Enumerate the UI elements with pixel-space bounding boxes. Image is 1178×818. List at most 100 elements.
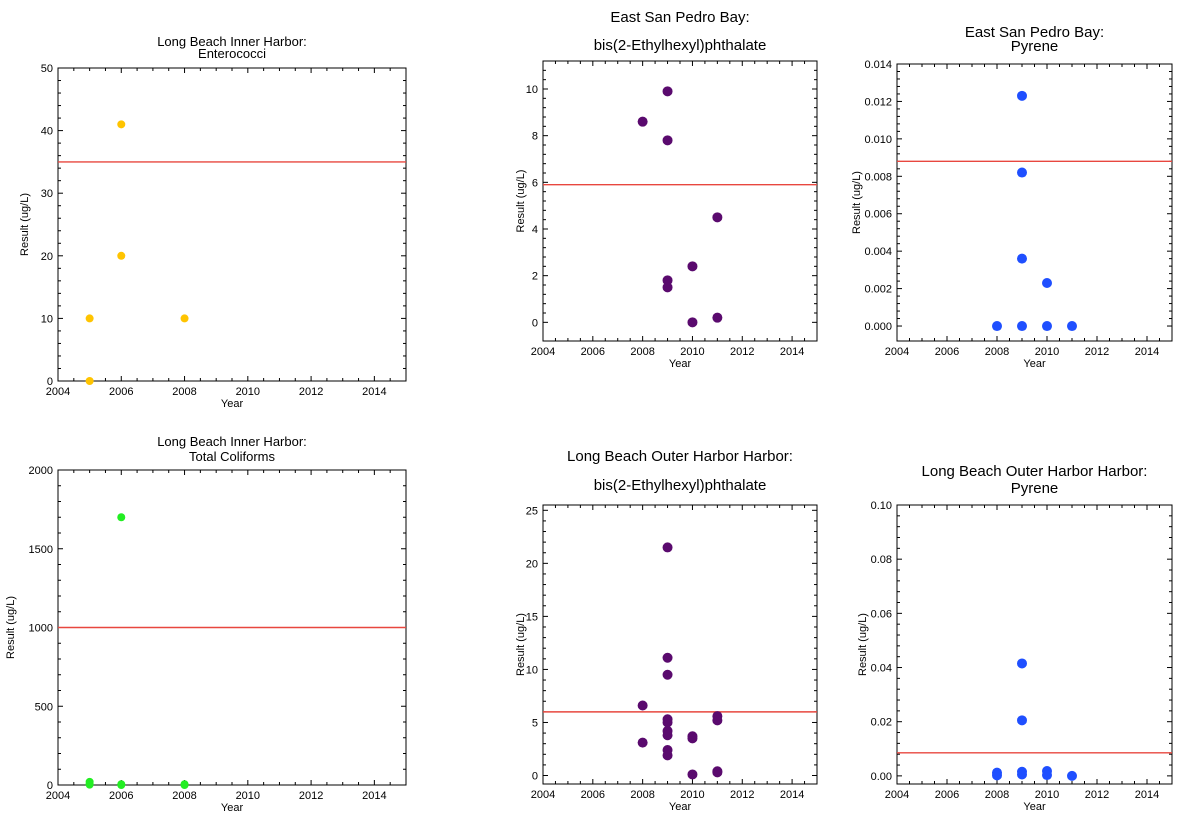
y-tick-label: 2000 [29, 465, 53, 477]
data-point [992, 321, 1002, 332]
y-tick-label: 0.00 [871, 771, 892, 783]
y-tick-label: 4 [532, 224, 538, 236]
data-point [687, 261, 698, 272]
y-tick-label: 0.000 [864, 321, 892, 333]
data-point [712, 767, 723, 778]
chart-panel-6: Long Beach Outer Harbor Harbor:Pyrene 200… [857, 463, 1173, 813]
x-tick-label: 2004 [46, 790, 70, 802]
y-tick-label: 0 [47, 780, 53, 792]
plot-frame [896, 504, 1173, 785]
y-axis-label: Result (ug/L) [515, 170, 527, 233]
chart-title: Long Beach Outer Harbor Harbor: [567, 448, 793, 465]
chart-panel-1: Long Beach Inner Harbor:Enterococci 2004 2… [19, 34, 407, 410]
data-point [712, 212, 723, 223]
x-tick-label: 2006 [581, 789, 605, 801]
data-point [180, 314, 189, 323]
chart-title: Long Beach Inner Harbor: [157, 434, 307, 449]
data-point [1017, 715, 1027, 726]
x-tick-label: 2012 [1085, 789, 1109, 801]
data-point [1017, 167, 1027, 178]
data-point [662, 282, 673, 293]
x-tick-label: 2008 [985, 789, 1009, 801]
data-point [1017, 90, 1027, 101]
x-tick-label: 2006 [935, 789, 959, 801]
data-point [637, 700, 648, 711]
x-tick-label: 2006 [109, 790, 133, 802]
x-tick-label: 2014 [1135, 346, 1159, 358]
chart-subtitle: bis(2-Ethylhexyl)phthalate [594, 37, 767, 54]
data-point [1067, 321, 1077, 332]
chart-panel-2: East San Pedro Bay: bis(2-Ethylhexyl)phth… [515, 9, 818, 370]
data-point [1017, 321, 1027, 332]
data-point [85, 377, 94, 385]
data-point [117, 251, 126, 260]
y-tick-label: 40 [41, 126, 53, 138]
x-tick-label: 2014 [362, 790, 386, 802]
x-tick-label: 2008 [985, 346, 1009, 358]
y-tick-label: 10 [41, 313, 53, 325]
x-tick-label: 2008 [630, 789, 654, 801]
x-tick-label: 2004 [46, 386, 70, 398]
x-tick-label: 2008 [630, 346, 654, 358]
data-point [687, 769, 698, 780]
data-point [687, 733, 698, 744]
x-tick-label: 2014 [362, 386, 386, 398]
y-tick-label: 30 [41, 188, 53, 200]
y-tick-label: 0.06 [871, 608, 892, 620]
plot-frame [542, 504, 818, 785]
x-tick-label: 2012 [299, 790, 323, 802]
y-tick-label: 20 [41, 251, 53, 263]
x-tick-label: 2008 [172, 790, 196, 802]
x-tick-label: 2010 [1035, 789, 1059, 801]
data-point [1017, 769, 1027, 780]
data-point [180, 781, 189, 789]
y-tick-label: 0.004 [864, 246, 892, 258]
chart-subtitle: bis(2-Ethylhexyl)phthalate [594, 477, 767, 494]
y-tick-label: 0.006 [864, 209, 892, 221]
x-tick-label: 2012 [730, 789, 754, 801]
x-tick-label: 2004 [885, 346, 909, 358]
y-tick-label: 0.012 [864, 96, 892, 108]
data-point [662, 86, 673, 97]
chart-subtitle: Enterococci [198, 46, 266, 61]
y-tick-label: 2 [532, 271, 538, 283]
data-point [1017, 253, 1027, 264]
data-point [117, 513, 126, 522]
y-tick-label: 0 [532, 771, 538, 783]
y-tick-label: 0.008 [864, 171, 892, 183]
data-point [1017, 658, 1027, 669]
data-point [662, 542, 673, 553]
x-tick-label: 2006 [935, 346, 959, 358]
x-tick-label: 2014 [1135, 789, 1159, 801]
x-tick-label: 2006 [109, 386, 133, 398]
y-axis-label: Result (ug/L) [19, 193, 31, 256]
x-axis-label: Year [1023, 358, 1046, 370]
y-tick-label: 0.010 [864, 134, 892, 146]
data-point [662, 717, 673, 728]
data-point [1067, 770, 1077, 781]
x-tick-label: 2010 [1035, 346, 1059, 358]
x-axis-label: Year [669, 358, 692, 370]
data-point [85, 314, 94, 323]
plot-frame [542, 60, 818, 342]
data-point [662, 750, 673, 761]
y-tick-label: 1500 [29, 544, 53, 556]
y-tick-label: 0.014 [864, 59, 892, 71]
x-tick-label: 2012 [1085, 346, 1109, 358]
data-point [712, 312, 723, 323]
y-tick-label: 15 [526, 611, 538, 623]
x-tick-label: 2006 [581, 346, 605, 358]
y-axis-label: Result (ug/L) [515, 613, 527, 676]
chart-panel-5: Long Beach Outer Harbor Harbor: bis(2-Eth… [515, 448, 818, 813]
y-tick-label: 0 [47, 376, 53, 388]
data-point [662, 652, 673, 663]
x-tick-label: 2004 [885, 789, 909, 801]
x-tick-label: 2012 [730, 346, 754, 358]
data-point [662, 275, 673, 286]
x-tick-label: 2014 [780, 346, 804, 358]
y-tick-label: 20 [526, 558, 538, 570]
x-tick-label: 2014 [780, 789, 804, 801]
y-tick-label: 8 [532, 131, 538, 143]
data-point [1042, 770, 1052, 781]
